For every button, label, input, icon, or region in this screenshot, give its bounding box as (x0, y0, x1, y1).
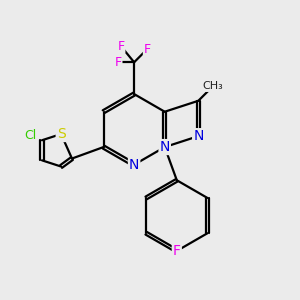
Text: F: F (144, 43, 151, 56)
Text: N: N (193, 129, 203, 143)
Text: Cl: Cl (24, 129, 36, 142)
Text: N: N (160, 140, 170, 154)
Text: S: S (57, 127, 65, 141)
Text: F: F (114, 56, 122, 69)
Text: F: F (173, 244, 181, 258)
Text: CH₃: CH₃ (203, 81, 224, 91)
Text: F: F (117, 40, 124, 52)
Text: N: N (129, 158, 139, 172)
